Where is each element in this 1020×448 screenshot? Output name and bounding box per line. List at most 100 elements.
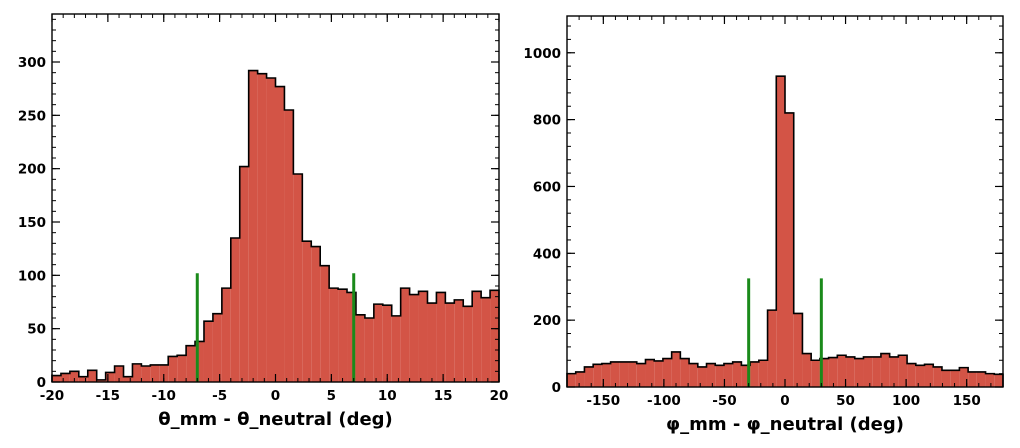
histogram-bar <box>168 356 178 382</box>
histogram-bar <box>382 305 392 382</box>
y-tick-label: 1000 <box>523 46 561 62</box>
histogram-bar <box>230 238 240 382</box>
histogram-bar <box>854 358 864 387</box>
histogram-bar <box>610 361 620 387</box>
histogram-bar <box>338 289 348 382</box>
y-tick-label: 400 <box>533 246 561 262</box>
histogram-bar <box>976 371 986 387</box>
histogram-bar <box>132 363 142 382</box>
histogram-bar <box>400 288 410 382</box>
histogram-bar <box>302 241 312 382</box>
histogram-bar <box>872 356 881 387</box>
x-tick-label: 0 <box>271 388 280 404</box>
histogram-bar <box>575 371 585 387</box>
x-tick-label: 15 <box>434 388 453 404</box>
histogram-bar <box>463 306 473 382</box>
y-tick-label: 200 <box>18 162 46 178</box>
histogram-bar <box>248 70 258 383</box>
y-tick-label: 0 <box>37 375 46 391</box>
histogram-bar <box>601 363 611 387</box>
histogram-bar <box>723 363 733 387</box>
x-tick-label: -10 <box>152 388 176 404</box>
x-tick-label: 10 <box>378 388 397 404</box>
histogram-bar <box>445 303 455 382</box>
histogram-bar <box>941 370 951 387</box>
histogram-bar <box>819 358 829 387</box>
histogram-bar <box>293 174 303 382</box>
histogram-bar <box>793 313 803 387</box>
x-tick-label: 150 <box>953 393 981 409</box>
y-tick-label: 250 <box>18 108 46 124</box>
histogram-bar <box>706 363 716 387</box>
histogram-bar <box>863 356 873 387</box>
y-tick-label: 600 <box>533 179 561 195</box>
histogram-bar <box>837 355 847 387</box>
histogram-bar <box>418 291 428 382</box>
histogram-bars <box>567 76 1003 388</box>
histogram-bar <box>959 367 969 387</box>
x-tick-label: -50 <box>712 393 736 409</box>
histogram-bar <box>266 78 276 382</box>
histogram-bar <box>212 313 222 382</box>
histogram-bar <box>994 374 1003 387</box>
histogram-panel-1: -20 -15 -10 -5 0 5 10 15 20050100150200250300θ_m… <box>18 13 508 430</box>
histogram-bar <box>584 366 594 387</box>
x-tick-label: -20 <box>40 388 64 404</box>
x-tick-label: 5 <box>327 388 336 404</box>
histogram-bar <box>828 357 838 387</box>
histogram-bar <box>732 361 742 387</box>
y-tick-label: 0 <box>552 380 561 396</box>
histogram-bar <box>689 363 698 387</box>
histogram-bar <box>950 370 960 387</box>
histogram-bar <box>636 363 646 387</box>
histogram-bar <box>767 310 777 387</box>
histogram-bar <box>60 373 70 382</box>
x-tick-label: -100 <box>647 393 681 409</box>
histogram-bar <box>320 265 330 382</box>
x-tick-label: -5 <box>212 388 227 404</box>
histogram-bar <box>889 356 899 387</box>
histogram-bar <box>846 356 855 387</box>
histogram-bar <box>221 288 231 382</box>
histogram-bar <box>628 361 637 387</box>
histogram-bar <box>105 372 115 382</box>
x-tick-label: -150 <box>586 393 620 409</box>
histogram-bar <box>391 315 401 382</box>
histogram-bar <box>427 303 437 382</box>
histogram-bar <box>758 360 768 387</box>
x-tick-label: 50 <box>836 393 855 409</box>
histogram-bar <box>311 246 321 382</box>
y-tick-label: 100 <box>18 268 46 284</box>
histogram-bar <box>114 366 124 382</box>
histogram-bar <box>968 371 977 387</box>
histogram-bar <box>472 291 482 382</box>
histogram-bar <box>985 373 995 387</box>
histogram-bar <box>186 345 196 382</box>
histogram-bar <box>409 294 419 382</box>
x-tick-label: 100 <box>892 393 920 409</box>
histogram-bar <box>123 376 133 382</box>
histogram-bar <box>785 112 794 388</box>
histogram-bar <box>750 361 759 387</box>
histogram-bar <box>697 366 707 387</box>
x-axis-title: θ_mm - θ_neutral (deg) <box>158 409 393 430</box>
histogram-bar <box>159 364 169 382</box>
histogram-bar <box>436 292 446 382</box>
histogram-bar <box>347 292 356 382</box>
y-tick-label: 200 <box>533 313 561 329</box>
histogram-bar <box>454 299 464 382</box>
histogram-bar <box>96 379 106 382</box>
histogram-bar <box>195 341 204 382</box>
histogram-bar <box>52 375 61 382</box>
histogram-bar <box>654 360 663 387</box>
histogram-panel-2: -150 -100 -50 0 50 100 150 0 200 400 600 800 1000 φ_m… <box>523 15 1004 435</box>
histogram-bar <box>898 355 908 387</box>
x-tick-label: 0 <box>780 393 789 409</box>
histogram-bar <box>257 73 267 382</box>
histogram-bar <box>662 358 672 387</box>
histogram-bar <box>284 110 294 382</box>
histogram-bar <box>364 318 374 382</box>
histogram-bar <box>490 290 499 382</box>
histogram-bar <box>715 365 724 387</box>
